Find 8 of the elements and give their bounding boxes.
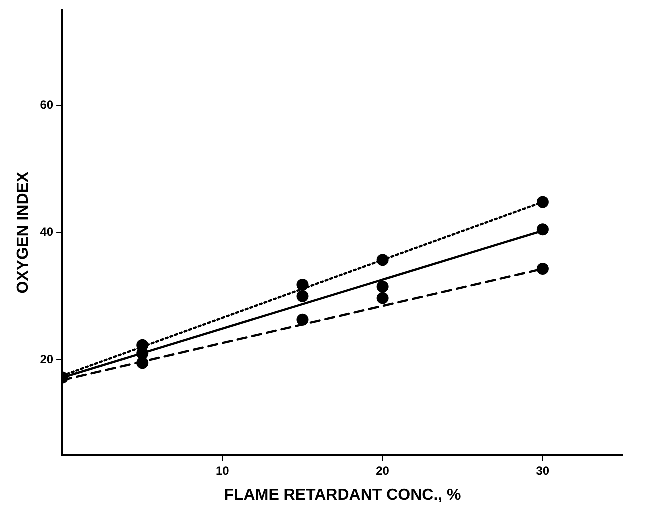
y-tick-label: 60 <box>40 98 54 112</box>
x-tick-label: 30 <box>536 464 550 478</box>
x-axis-title: FLAME RETARDANT CONC., % <box>224 486 462 504</box>
x-tick-label: 10 <box>216 464 230 478</box>
y-axis-title: OXYGEN INDEX <box>15 172 32 294</box>
y-tick-label: 20 <box>40 352 54 366</box>
x-tick-label: 20 <box>376 464 390 478</box>
y-tick-label: 40 <box>40 225 54 240</box>
